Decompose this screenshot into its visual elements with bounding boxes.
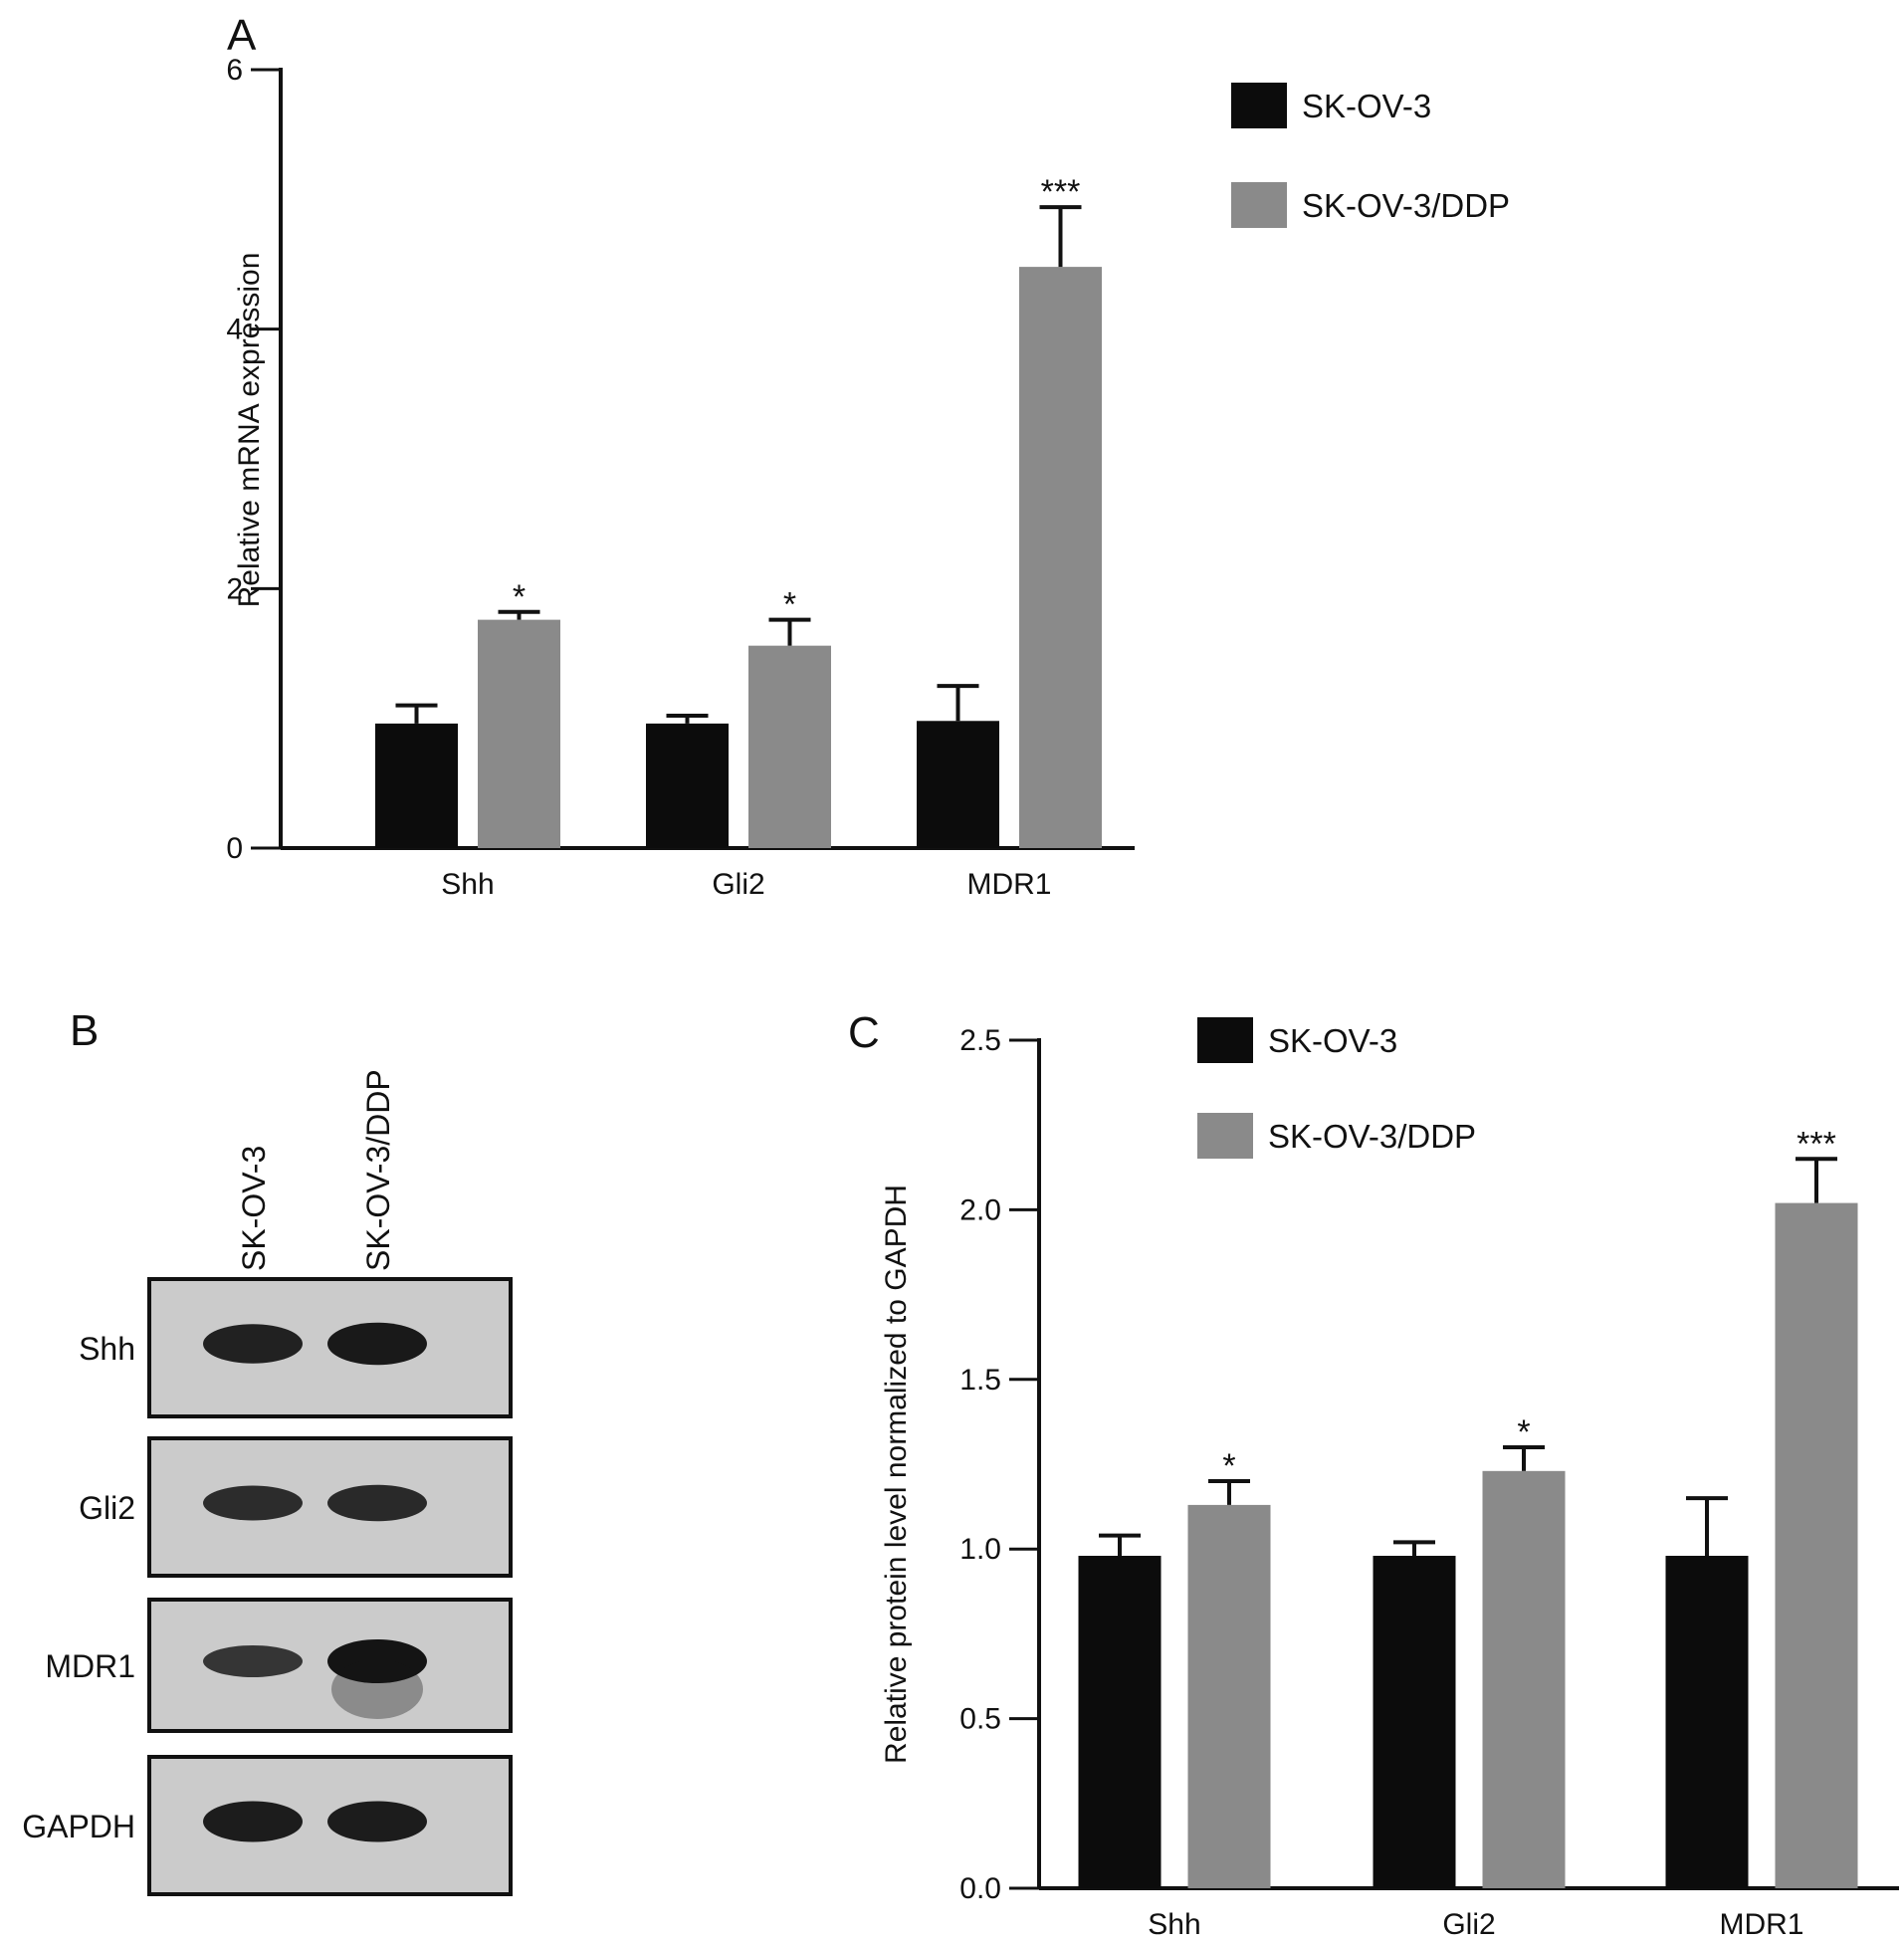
legend: SK-OV-3 SK-OV-3/DDP <box>1197 1017 1476 1159</box>
western-blot: SK-OV-3 SK-OV-3/DDP Shh Gli2 MDR1 GAPDH <box>22 1069 513 1896</box>
blot-band <box>327 1639 427 1683</box>
y-tick-label: 0.5 <box>959 1703 1001 1736</box>
x-tick-label: Shh <box>441 868 494 901</box>
x-tick-label: Shh <box>1148 1908 1200 1941</box>
blot-lane-label: SK-OV-3/DDP <box>360 1069 396 1271</box>
legend-label: SK-OV-3 <box>1302 88 1431 124</box>
bar-shh-sk-ov-3-ddp <box>478 619 560 848</box>
blot-band-smear <box>331 1659 423 1719</box>
significance-marker: *** <box>1041 173 1081 211</box>
panel-letter-a: A <box>227 11 257 60</box>
y-tick-label: 0.0 <box>959 1872 1001 1905</box>
y-tick-label: 2.0 <box>959 1193 1001 1226</box>
blot-row-label: Gli2 <box>79 1490 135 1526</box>
legend-label: SK-OV-3 <box>1268 1022 1397 1059</box>
bar-gli2-sk-ov-3-ddp <box>748 645 831 848</box>
bar-chart-c: 0.0 0.5 1.0 1.5 2.0 2.5 Relative protein level… <box>880 1017 1899 1941</box>
bar-mdr1-sk-ov-3-ddp <box>1019 267 1102 848</box>
y-tick-label: 2.5 <box>959 1024 1001 1057</box>
significance-marker: * <box>1222 1447 1235 1485</box>
bar-shh-sk-ov-3 <box>375 723 458 848</box>
blot-row-label: Shh <box>79 1331 135 1367</box>
legend-swatch <box>1197 1017 1253 1063</box>
x-tick-label: MDR1 <box>1719 1908 1803 1941</box>
blot-band <box>327 1322 427 1366</box>
y-tick-label: 1.0 <box>959 1533 1001 1566</box>
legend-swatch <box>1231 182 1287 228</box>
bar-gli2-sk-ov-3-ddp <box>1482 1470 1566 1888</box>
blot-lane-label: SK-OV-3 <box>236 1146 272 1271</box>
blot-row-label: GAPDH <box>22 1809 135 1844</box>
significance-marker: *** <box>1797 1125 1836 1163</box>
y-tick-label: 4 <box>226 314 243 346</box>
blot-band <box>203 1801 303 1842</box>
y-axis-label: Relative protein level normalized to GAP… <box>880 1185 913 1764</box>
legend: SK-OV-3 SK-OV-3/DDP <box>1231 83 1510 228</box>
legend-label: SK-OV-3/DDP <box>1302 187 1510 224</box>
y-axis-label: Relative mRNA expression <box>233 253 266 608</box>
panel-letter-b: B <box>70 1006 99 1055</box>
bar-shh-sk-ov-3 <box>1078 1556 1162 1888</box>
y-tick-label: 2 <box>226 572 243 605</box>
bar-mdr1-sk-ov-3 <box>1665 1556 1749 1888</box>
legend-swatch <box>1231 83 1287 128</box>
blot-band <box>203 1324 303 1364</box>
bar-gli2-sk-ov-3 <box>1373 1556 1456 1888</box>
bar-gli2-sk-ov-3 <box>646 723 729 848</box>
blot-band <box>327 1801 427 1842</box>
blot-band <box>203 1645 303 1677</box>
bar-mdr1-sk-ov-3-ddp <box>1775 1202 1858 1888</box>
bar-chart-a: 0 2 4 6 Relative mRNA expression Shh Gli2 MDR1 *… <box>226 54 1510 901</box>
x-tick-label: MDR1 <box>966 868 1051 901</box>
bar-shh-sk-ov-3-ddp <box>1187 1504 1271 1888</box>
legend-swatch <box>1197 1113 1253 1159</box>
panel-letter-c: C <box>848 1008 880 1057</box>
blot-band <box>327 1484 427 1522</box>
significance-marker: * <box>513 578 526 616</box>
significance-marker: * <box>783 586 796 624</box>
y-tick-label: 6 <box>226 54 243 87</box>
blot-row-label: MDR1 <box>45 1648 135 1684</box>
legend-label: SK-OV-3/DDP <box>1268 1118 1476 1155</box>
blot-band <box>203 1485 303 1521</box>
y-tick-label: 0 <box>226 832 243 865</box>
y-tick-label: 1.5 <box>959 1364 1001 1397</box>
significance-marker: * <box>1517 1413 1530 1451</box>
x-tick-label: Gli2 <box>1442 1908 1495 1941</box>
x-tick-label: Gli2 <box>712 868 764 901</box>
bar-mdr1-sk-ov-3 <box>917 721 999 848</box>
